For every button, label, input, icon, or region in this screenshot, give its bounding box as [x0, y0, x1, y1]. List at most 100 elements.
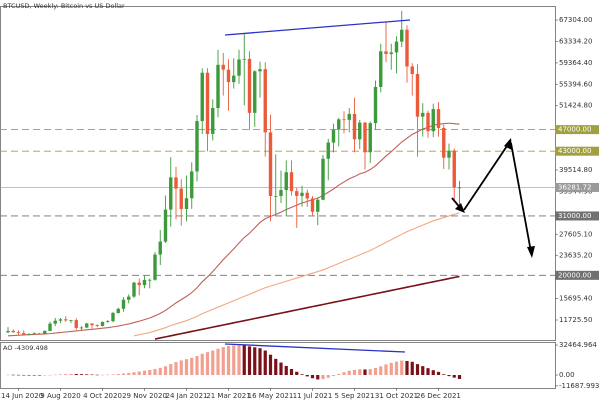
candle-body [142, 279, 147, 286]
indicator-bar [184, 359, 189, 376]
indicator-bar [384, 364, 388, 376]
indicator-bar [111, 374, 115, 376]
candle-body [379, 51, 383, 87]
candle-body [279, 190, 283, 196]
indicator-bar [442, 374, 446, 376]
arrow [463, 142, 510, 211]
arrow [510, 142, 532, 253]
candle-body [305, 192, 309, 199]
candle-body [174, 177, 178, 189]
indicator-bar [190, 357, 194, 376]
candle-body [237, 59, 241, 76]
indicator-bar [263, 350, 267, 376]
x-tick-label: 21 Mar 2021 [206, 392, 250, 400]
indicator-bar [358, 369, 362, 376]
candle-body [32, 333, 36, 335]
indicator-bar [11, 374, 15, 376]
indicator-bar [174, 362, 178, 376]
indicator-bar [106, 374, 110, 376]
candle-body [184, 198, 189, 210]
last-price-label: 36281.72 [558, 183, 591, 191]
indicator-bar [169, 364, 173, 376]
candle-body [321, 158, 325, 200]
x-tick-label: 9 Aug 2020 [40, 392, 80, 400]
candle-body [11, 330, 15, 333]
candle-body [363, 122, 367, 153]
candle-body [400, 29, 404, 42]
candle-body [284, 172, 288, 191]
indicator-bar [342, 372, 346, 376]
y-tick-label: 11725.50 [559, 316, 592, 324]
x-tick-label: 24 Jan 2021 [166, 392, 208, 400]
candle-body [153, 254, 157, 280]
indicator-bar [116, 373, 120, 376]
indicator-bar [132, 372, 136, 376]
candle-body [169, 177, 173, 210]
indicator-bar [331, 375, 336, 376]
candle-body [226, 69, 231, 83]
candle-body [436, 109, 441, 128]
indicator-bar [274, 358, 278, 376]
candle-body [316, 199, 320, 212]
candle-body [457, 187, 462, 189]
candle-body [268, 132, 273, 196]
candle-body [163, 209, 168, 242]
indicator-bar [74, 373, 78, 376]
y-tick-label: 55394.60 [559, 80, 592, 88]
candle-body [79, 327, 84, 329]
candle-body [447, 150, 451, 158]
candle-body [205, 72, 210, 134]
indicator-bar [394, 361, 399, 376]
candle-body [247, 58, 252, 113]
candle-body [200, 72, 204, 122]
candle-body [415, 74, 420, 117]
indicator-bar [352, 369, 357, 376]
indicator-bar [415, 364, 420, 376]
y-tick-label: 59364.40 [559, 59, 592, 67]
indicator-bar [211, 350, 215, 376]
indicator-bar [279, 362, 283, 376]
indicator-bar [247, 346, 252, 376]
candle-body [221, 64, 225, 70]
x-tick-label: 11 Jul 2021 [293, 392, 333, 400]
indicator-bar [6, 374, 10, 376]
moving-average [7, 122, 460, 337]
level-label: 20000.00 [558, 271, 591, 279]
indicator-bar [426, 368, 430, 376]
x-tick-label: 26 Dec 2021 [416, 392, 461, 400]
level-label: 47000.00 [558, 126, 591, 134]
candle-body [258, 69, 262, 72]
candle-body [337, 119, 341, 130]
candle-body [37, 333, 42, 335]
indicator-bar [53, 374, 57, 376]
indicator-bar [85, 374, 89, 376]
indicator-bar [226, 345, 231, 376]
level-label-box [555, 125, 599, 135]
candle-body [137, 282, 141, 286]
level-label: 43000.00 [558, 147, 591, 155]
indicator-bar [421, 366, 425, 376]
indicator-bar [22, 374, 26, 376]
indicator-bar [337, 373, 341, 376]
indicator-bar [347, 370, 351, 376]
x-tick-label: 5 Sep 2021 [335, 392, 375, 400]
candle-body [310, 198, 315, 212]
indicator-bar [37, 375, 42, 376]
x-tick-label: 31 Oct 2021 [375, 392, 418, 400]
indicator-tick-label: 32464.964 [559, 341, 597, 349]
indicator-tick-label: -11687.993 [559, 382, 599, 390]
y-tick-label: 23635.20 [559, 252, 592, 260]
indicator-bar [48, 374, 52, 376]
indicator-bar [242, 345, 246, 376]
candle-body [148, 279, 152, 281]
indicator-bar [205, 352, 210, 376]
plot-layer: 67304.00 63334.20 59364.40 55394.60 51424.80… [0, 10, 599, 400]
arrow-head [455, 203, 465, 213]
moving-average [154, 275, 460, 340]
candle-body [64, 319, 68, 321]
indicator-bar [127, 372, 131, 376]
indicator-bar [400, 360, 404, 376]
trend-line [224, 19, 411, 36]
indicator-bar [289, 369, 294, 376]
indicator-bar [43, 375, 47, 376]
